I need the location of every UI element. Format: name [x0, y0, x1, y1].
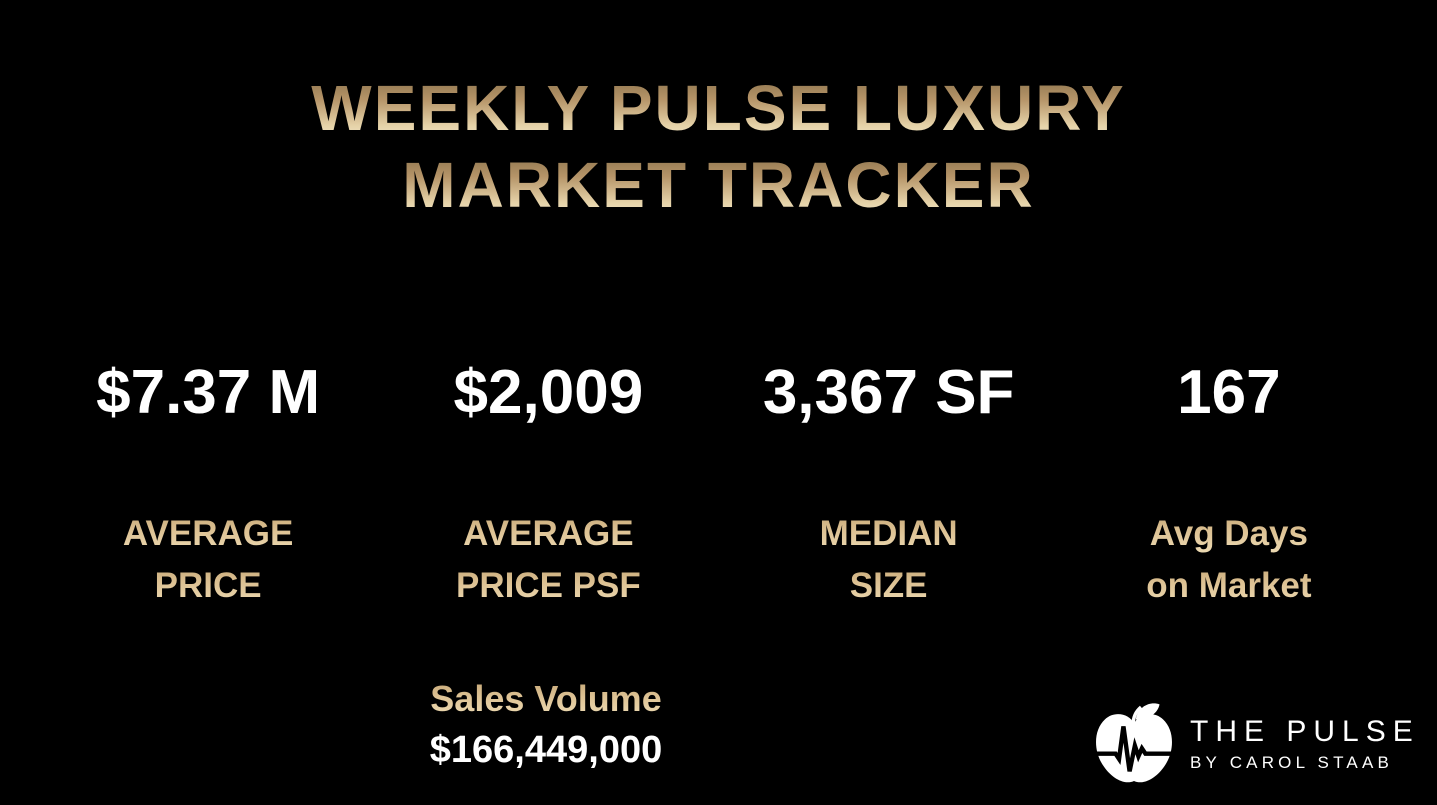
brand-logo: THE PULSE BY CAROL STAAB [1090, 698, 1420, 790]
stat-average-price-psf: $2,009 AVERAGE PRICE PSF [378, 358, 718, 612]
stats-row: $7.37 M AVERAGE PRICE $2,009 AVERAGE PRI… [38, 358, 1399, 612]
stat-label-line: PRICE [38, 560, 378, 612]
stat-label-median-size: MEDIAN SIZE [719, 508, 1059, 612]
brand-name: THE PULSE [1190, 714, 1420, 748]
stat-label-avg-days-on-market: Avg Days on Market [1059, 508, 1399, 612]
title-line-2: MARKET TRACKER [0, 147, 1437, 224]
stat-label-line: AVERAGE [378, 508, 718, 560]
sales-volume-block: Sales Volume $166,449,000 [346, 676, 746, 778]
stat-label-line: AVERAGE [38, 508, 378, 560]
page-title: WEEKLY PULSE LUXURY MARKET TRACKER [0, 70, 1437, 224]
stat-value-average-price: $7.37 M [96, 358, 321, 427]
stat-label-line: on Market [1059, 560, 1399, 612]
stat-label-average-price: AVERAGE PRICE [38, 508, 378, 612]
stat-value-average-price-psf: $2,009 [453, 358, 644, 427]
stat-average-price: $7.37 M AVERAGE PRICE [38, 358, 378, 612]
stat-label-line: MEDIAN [719, 508, 1059, 560]
apple-pulse-icon [1091, 703, 1177, 783]
stat-value-median-size: 3,367 SF [762, 358, 1015, 427]
title-line-1: WEEKLY PULSE LUXURY [0, 70, 1437, 147]
sales-volume-label: Sales Volume [346, 676, 746, 722]
sales-volume-value: $166,449,000 [429, 729, 663, 771]
brand-byline: BY CAROL STAAB [1190, 752, 1394, 772]
stat-median-size: 3,367 SF MEDIAN SIZE [719, 358, 1059, 612]
brand-logo-text: THE PULSE BY CAROL STAAB [1190, 715, 1420, 774]
stat-value-avg-days-on-market: 167 [1177, 358, 1281, 427]
stat-label-average-price-psf: AVERAGE PRICE PSF [378, 508, 718, 612]
stat-avg-days-on-market: 167 Avg Days on Market [1059, 358, 1399, 612]
stat-label-line: PRICE PSF [378, 560, 718, 612]
stat-label-line: SIZE [719, 560, 1059, 612]
sales-volume-label-text: Sales Volume [346, 676, 746, 722]
stat-label-line: Avg Days [1059, 508, 1399, 560]
